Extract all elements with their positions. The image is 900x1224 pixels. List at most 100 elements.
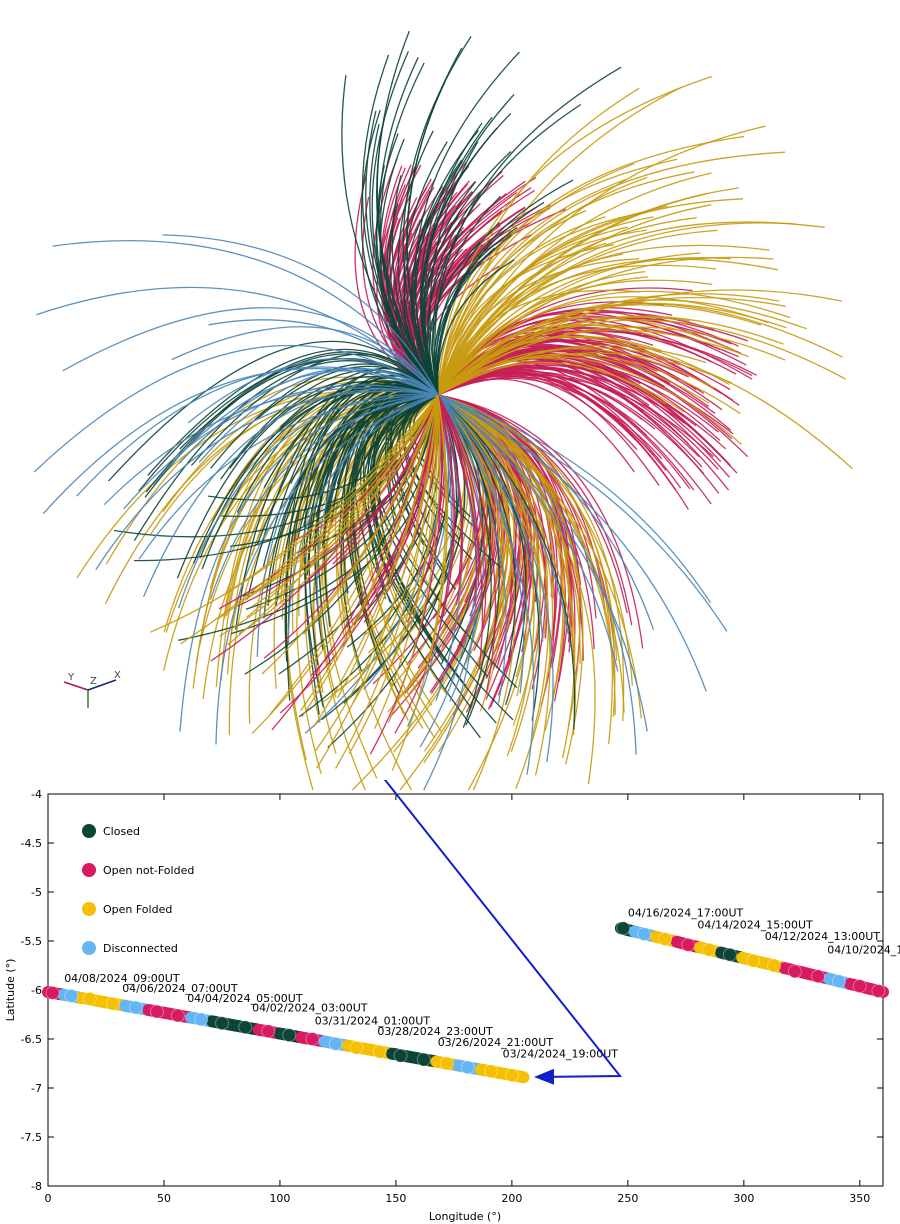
data-point <box>282 1028 297 1043</box>
x-axis-label: Longitude (°) <box>429 1210 501 1223</box>
y-tick-label: -4.5 <box>21 837 42 850</box>
field-line <box>437 257 731 396</box>
field-line <box>123 384 439 510</box>
date-annotation: 04/10/2024_11:00UT <box>827 944 900 957</box>
x-axis-ticks: 0 50 100 150 200 250 300 350 <box>45 794 870 1205</box>
field-line <box>42 368 439 515</box>
data-point <box>658 932 672 946</box>
field-line <box>437 394 576 730</box>
field-line <box>251 394 439 608</box>
field-line <box>256 367 439 546</box>
field-line <box>437 394 507 704</box>
data-point <box>328 1036 343 1051</box>
field-line <box>437 394 477 603</box>
field-line <box>437 394 454 618</box>
field-line <box>437 373 695 491</box>
triad-x-axis-line <box>87 679 117 691</box>
field-line <box>437 394 712 604</box>
field-line <box>429 141 479 396</box>
date-annotation: 04/04/2024_05:00UT <box>187 992 303 1005</box>
date-annotation: 04/02/2024_03:00UT <box>252 1002 368 1015</box>
field-line <box>428 394 449 658</box>
field-line <box>437 264 716 396</box>
data-point <box>811 969 826 984</box>
x-tick-label: 300 <box>733 1192 754 1205</box>
field-line <box>410 159 463 396</box>
data-point <box>681 937 696 952</box>
field-line <box>437 394 707 692</box>
field-line <box>209 394 439 600</box>
field-line <box>437 394 535 775</box>
field-line <box>178 367 439 464</box>
field-line-render: Y Z X <box>33 30 854 790</box>
data-point <box>616 921 631 936</box>
date-annotation: 03/31/2024_01:00UT <box>315 1014 431 1027</box>
field-line <box>187 357 439 424</box>
field-line <box>171 326 439 396</box>
field-line <box>437 394 644 649</box>
field-line <box>337 394 439 699</box>
axis-triad: Y Z X <box>63 670 121 708</box>
field-line <box>437 319 846 396</box>
data-point <box>871 984 886 998</box>
field-line <box>394 394 456 734</box>
data-point <box>45 985 60 1000</box>
field-line <box>316 394 439 609</box>
y-tick-label: -7 <box>31 1082 42 1095</box>
date-annotations: 04/08/2024_09:00UT04/06/2024_07:00UT04/0… <box>64 907 900 1061</box>
field-line <box>251 394 439 734</box>
triad-y-label: Y <box>67 672 75 683</box>
field-line <box>147 348 439 476</box>
field-line <box>387 394 441 723</box>
data-point <box>261 1024 276 1039</box>
field-line <box>375 118 439 396</box>
triad-z-label: Z <box>90 676 97 687</box>
legend: Closed Open not-Folded Open Folded Disconne… <box>82 824 194 955</box>
data-point <box>372 1044 387 1059</box>
field-line <box>423 93 515 396</box>
field-line <box>437 394 551 776</box>
field-line <box>437 394 484 670</box>
field-line <box>437 394 581 664</box>
legend-marker <box>82 902 96 916</box>
field-line <box>437 326 786 396</box>
field-line <box>432 103 582 396</box>
field-line <box>352 394 439 704</box>
field-line <box>369 394 443 755</box>
data-point <box>504 1068 519 1083</box>
field-line <box>391 394 447 771</box>
y-tick-label: -4 <box>31 788 42 801</box>
field-line <box>437 394 728 632</box>
date-annotation: 04/06/2024_07:00UT <box>122 982 238 995</box>
field-line <box>437 348 715 396</box>
data-point <box>702 942 716 957</box>
field-line <box>256 394 439 657</box>
field-line <box>62 307 439 396</box>
data-point <box>517 1071 530 1084</box>
x-tick-label: 50 <box>157 1192 171 1205</box>
field-line <box>138 394 439 560</box>
legend-label: Closed <box>103 825 140 838</box>
data-point <box>484 1064 498 1079</box>
field-line <box>237 394 439 607</box>
field-line <box>257 394 439 591</box>
field-line <box>437 258 639 396</box>
data-point <box>746 953 761 968</box>
data-point <box>170 1008 185 1023</box>
legend-label: Open not-Folded <box>103 864 194 877</box>
data-point <box>105 996 120 1011</box>
legend-label: Open Folded <box>103 903 172 916</box>
field-line <box>373 394 489 678</box>
field-lines-group <box>33 30 854 790</box>
plot-frame <box>47 793 884 1187</box>
field-line <box>437 362 685 413</box>
date-annotation: 03/28/2024_23:00UT <box>377 1025 493 1038</box>
date-annotation: 04/08/2024_09:00UT <box>64 972 180 985</box>
field-line <box>370 394 439 499</box>
latitude-longitude-scatter: -4 -4.5 -5 -5.5 -6 -6.5 -7 -7.5 -8 0 50 100 150 200 2… <box>4 780 900 1223</box>
data-point <box>129 1000 144 1015</box>
field-line <box>315 394 439 752</box>
data-point <box>831 974 846 989</box>
field-line <box>217 394 439 620</box>
field-line <box>150 394 439 633</box>
